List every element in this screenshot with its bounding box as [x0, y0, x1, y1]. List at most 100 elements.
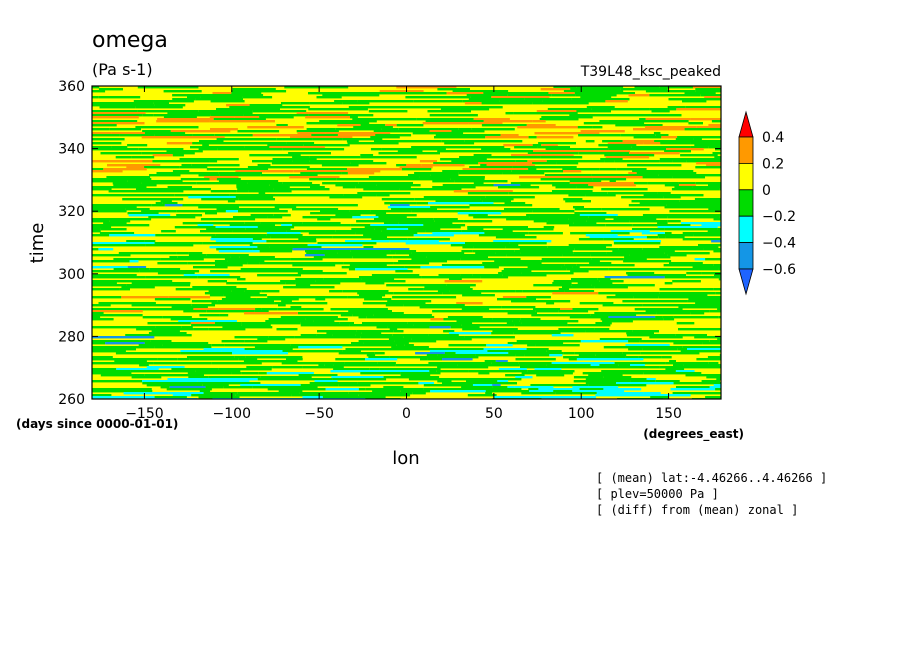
field-cell	[289, 194, 344, 197]
field-cell	[504, 208, 560, 211]
field-cell	[547, 246, 607, 249]
field-cell	[127, 180, 183, 183]
field-cell	[643, 142, 661, 145]
field-cell	[534, 368, 562, 371]
field-cell	[623, 258, 647, 261]
field-cell	[707, 230, 721, 233]
field-cell	[566, 192, 608, 195]
field-cell	[540, 260, 600, 263]
field-cell	[247, 262, 260, 265]
field-cell	[661, 94, 701, 97]
field-cell	[197, 288, 247, 291]
field-cell	[281, 300, 292, 303]
field-cell	[628, 348, 643, 351]
field-cell	[620, 88, 668, 91]
field-cell	[357, 192, 411, 195]
field-cell	[282, 148, 345, 151]
field-cell	[332, 334, 356, 337]
field-cell	[351, 342, 364, 345]
field-cell	[92, 314, 143, 317]
field-cell	[314, 380, 338, 383]
field-cell	[266, 372, 314, 375]
field-cell	[656, 312, 691, 315]
field-cell	[109, 128, 141, 131]
field-cell	[462, 168, 529, 171]
field-cell	[708, 184, 721, 187]
field-cell	[98, 96, 141, 99]
field-cell	[300, 230, 336, 233]
field-cell	[437, 88, 470, 91]
field-cell	[660, 142, 691, 145]
field-cell	[509, 156, 541, 159]
field-cell	[630, 122, 645, 125]
field-cell	[216, 108, 280, 111]
field-cell	[485, 390, 530, 393]
field-cell	[233, 216, 268, 219]
field-cell	[189, 358, 239, 361]
field-cell	[429, 130, 452, 133]
field-cell	[624, 256, 671, 259]
field-cell	[661, 356, 672, 359]
colorbar-box	[738, 242, 754, 270]
field-cell	[333, 368, 370, 371]
field-cell	[639, 340, 673, 343]
field-cell	[442, 184, 494, 187]
field-cell	[142, 130, 171, 133]
field-cell	[166, 388, 212, 391]
field-cell	[437, 290, 450, 293]
field-cell	[300, 324, 350, 327]
field-cell	[664, 184, 679, 187]
field-cell	[389, 240, 439, 243]
field-cell	[302, 216, 353, 219]
field-cell	[254, 346, 299, 349]
field-cell	[154, 104, 186, 107]
field-cell	[411, 252, 465, 255]
field-cell	[381, 198, 415, 201]
field-cell	[142, 382, 207, 385]
field-cell	[199, 140, 224, 143]
field-cell	[92, 308, 135, 311]
field-cell	[497, 380, 509, 383]
field-cell	[573, 392, 597, 395]
field-cell	[400, 324, 414, 327]
field-cell	[234, 356, 246, 359]
field-cell	[293, 170, 341, 173]
field-cell	[456, 302, 483, 305]
case-label: T39L48_ksc_peaked	[580, 64, 721, 80]
field-cell	[653, 132, 661, 135]
field-cell	[300, 322, 340, 325]
field-cell	[364, 226, 430, 229]
field-cell	[369, 368, 380, 371]
field-cell	[342, 138, 383, 141]
field-cell	[150, 340, 172, 343]
field-cell	[403, 336, 465, 339]
field-cell	[306, 122, 370, 125]
field-cell	[682, 232, 721, 235]
field-cell	[282, 182, 313, 185]
field-cell	[322, 396, 386, 399]
field-cell	[667, 216, 720, 219]
field-cell	[156, 120, 210, 123]
field-cell	[378, 216, 407, 219]
field-cell	[92, 138, 125, 141]
field-cell	[659, 366, 700, 369]
field-cell	[588, 374, 623, 377]
field-cell	[157, 262, 188, 265]
field-cell	[138, 148, 148, 151]
field-cell	[585, 366, 597, 369]
field-cell	[92, 350, 126, 353]
field-cell	[645, 118, 691, 121]
field-cell	[502, 274, 547, 277]
field-cell	[169, 256, 178, 259]
field-cell	[227, 260, 265, 263]
field-cell	[419, 176, 485, 179]
field-cell	[664, 228, 678, 231]
field-cell	[454, 180, 508, 183]
field-cell	[594, 328, 610, 331]
field-cell	[645, 310, 710, 313]
field-cell	[478, 234, 525, 237]
field-cell	[243, 360, 298, 363]
field-cell	[390, 250, 417, 253]
field-cell	[373, 314, 432, 317]
